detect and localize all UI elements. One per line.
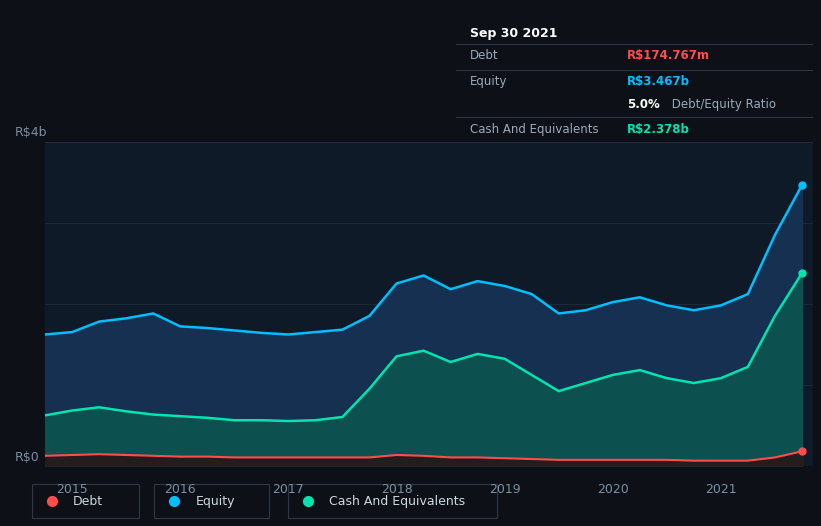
Text: 2016: 2016 xyxy=(164,483,196,496)
Text: R$0: R$0 xyxy=(15,451,39,464)
Text: 2015: 2015 xyxy=(57,483,88,496)
Text: Sep 30 2021: Sep 30 2021 xyxy=(470,27,557,41)
Text: Cash And Equivalents: Cash And Equivalents xyxy=(329,494,466,508)
Text: 2021: 2021 xyxy=(705,483,736,496)
Text: Equity: Equity xyxy=(195,494,235,508)
Text: Equity: Equity xyxy=(470,75,507,88)
Text: Debt: Debt xyxy=(73,494,103,508)
Text: Cash And Equivalents: Cash And Equivalents xyxy=(470,123,599,136)
Text: Debt/Equity Ratio: Debt/Equity Ratio xyxy=(668,98,776,111)
Text: Debt: Debt xyxy=(470,49,498,62)
Text: 2017: 2017 xyxy=(273,483,305,496)
Text: 5.0%: 5.0% xyxy=(627,98,660,111)
Text: R$174.767m: R$174.767m xyxy=(627,49,710,62)
Text: 2018: 2018 xyxy=(381,483,412,496)
Text: R$2.378b: R$2.378b xyxy=(627,123,690,136)
Text: R$3.467b: R$3.467b xyxy=(627,75,690,88)
Text: R$4b: R$4b xyxy=(15,126,48,139)
Text: 2019: 2019 xyxy=(488,483,521,496)
Text: 2020: 2020 xyxy=(597,483,629,496)
